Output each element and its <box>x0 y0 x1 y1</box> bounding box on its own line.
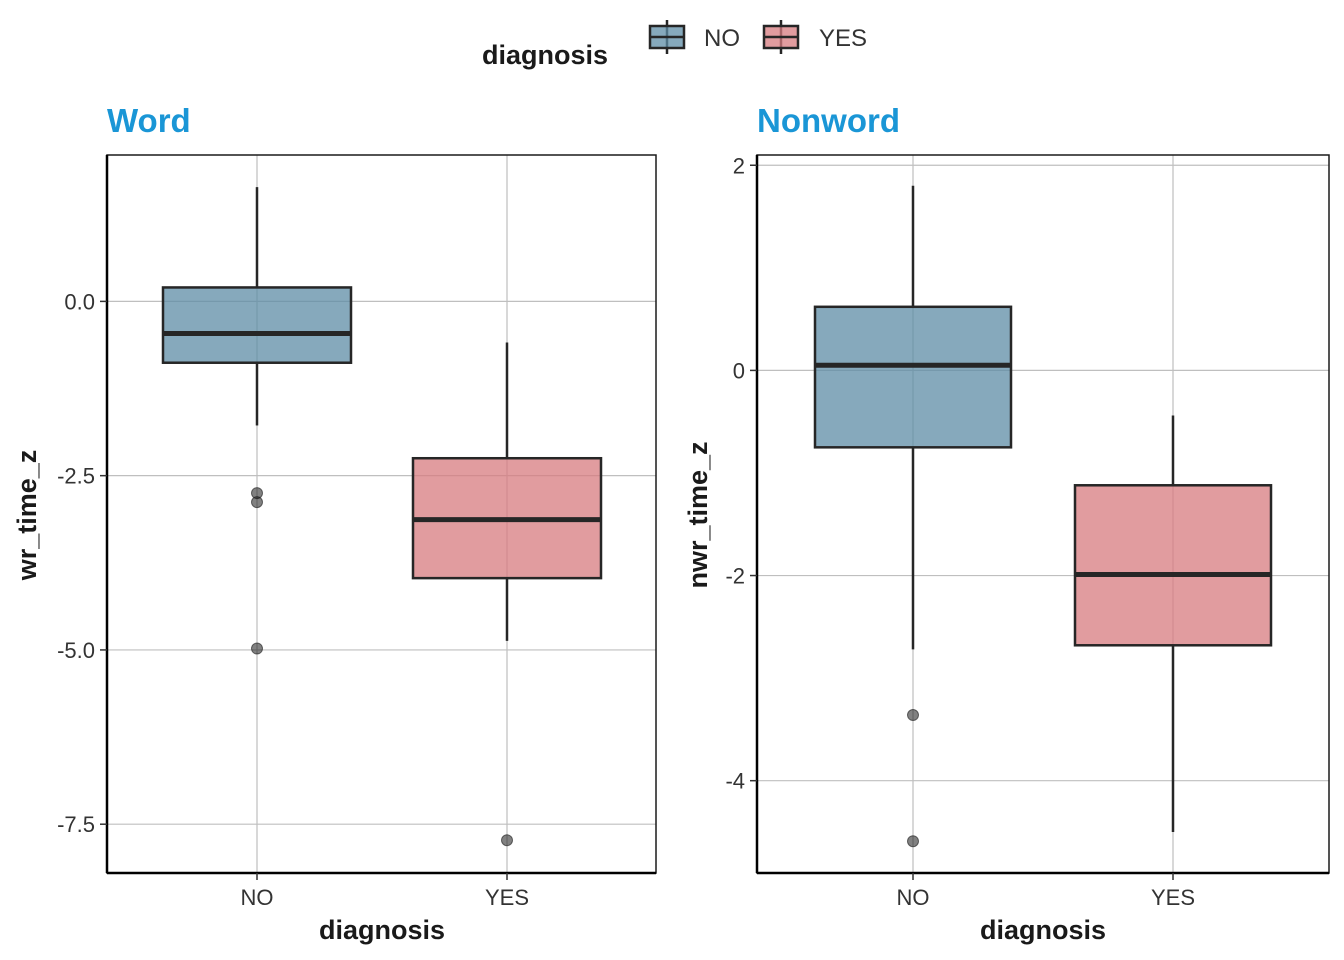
panel-word: 0.0 -2.5 -5.0 -7.5 NO YES diagnosis wr_time_z <box>12 154 657 945</box>
legend-key-no <box>648 20 686 54</box>
legend-label-no: NO <box>704 25 740 52</box>
y-tick-label: -2.5 <box>57 464 95 489</box>
y-tick-label: 0 <box>733 358 745 383</box>
legend-title: diagnosis <box>482 40 608 70</box>
legend-key-yes <box>762 20 800 54</box>
outlier-point <box>251 642 263 655</box>
x-axis-title: diagnosis <box>980 915 1106 945</box>
panel-title-nonword: Nonword <box>757 102 900 139</box>
box-no <box>161 187 353 655</box>
outlier-point <box>251 496 263 509</box>
box-body <box>813 305 1013 449</box>
outlier-point <box>907 835 919 848</box>
box-body <box>1073 484 1273 647</box>
panel-title-word: Word <box>107 102 191 139</box>
y-tick-label: -2 <box>725 564 745 589</box>
x-tick-label: NO <box>897 885 930 910</box>
box-yes <box>411 342 603 847</box>
legend: diagnosis NO YES <box>482 20 867 70</box>
panel-nonword: 2 0 -2 -4 NO YES diagnosis nwr_time_z <box>683 153 1330 945</box>
outlier-point <box>501 834 513 847</box>
y-tick-label: -7.5 <box>57 812 95 837</box>
box-yes <box>1073 415 1273 832</box>
x-axis-title: diagnosis <box>319 915 445 945</box>
x-tick-label: YES <box>485 885 529 910</box>
x-tick-label: NO <box>241 885 274 910</box>
y-tick-label: -5.0 <box>57 638 95 663</box>
y-axis-title: wr_time_z <box>12 450 42 582</box>
box-body <box>161 286 353 364</box>
x-tick-label: YES <box>1151 885 1195 910</box>
box-no <box>813 185 1013 848</box>
legend-label-yes: YES <box>819 25 867 52</box>
outlier-point <box>907 709 919 722</box>
y-axis-title: nwr_time_z <box>683 441 713 588</box>
y-tick-label: 2 <box>733 153 745 178</box>
y-tick-label: 0.0 <box>64 289 95 314</box>
y-tick-label: -4 <box>725 769 745 794</box>
